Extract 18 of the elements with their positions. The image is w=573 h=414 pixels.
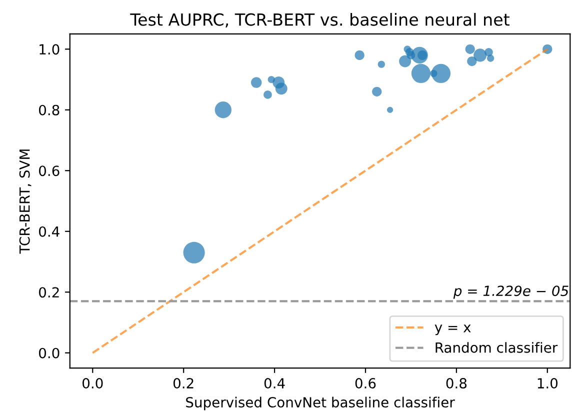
y-tick-label: 0.2	[39, 287, 59, 298]
x-axis-title: Supervised ConvNet baseline classifier	[186, 396, 455, 410]
x-tick-label: 0.2	[173, 378, 194, 389]
annotation: p = 1.229e − 05	[453, 286, 568, 299]
x-tick-label: 0.4	[264, 378, 285, 389]
x-tick-label: 1.0	[538, 378, 558, 389]
x-tick-label: 0.0	[82, 378, 103, 389]
legend-label: Random classifier	[436, 342, 558, 353]
y-tick-label: 0.8	[39, 104, 60, 116]
legend-label: y = x	[434, 324, 471, 336]
x-tick-label: 0.8	[446, 378, 467, 389]
chart-title: Test AUPRC, TCR-BERT vs. baseline neural net	[130, 12, 510, 28]
y-tick-label: 1.0	[40, 44, 60, 55]
y-tick-label: 0.6	[39, 166, 60, 176]
y-axis-title: TCR-BERT, SVM	[19, 150, 32, 254]
y-tick-label: 0.0	[39, 348, 60, 358]
y-tick-label: 0.4	[39, 226, 60, 237]
x-tick-label: 0.6	[355, 378, 376, 389]
